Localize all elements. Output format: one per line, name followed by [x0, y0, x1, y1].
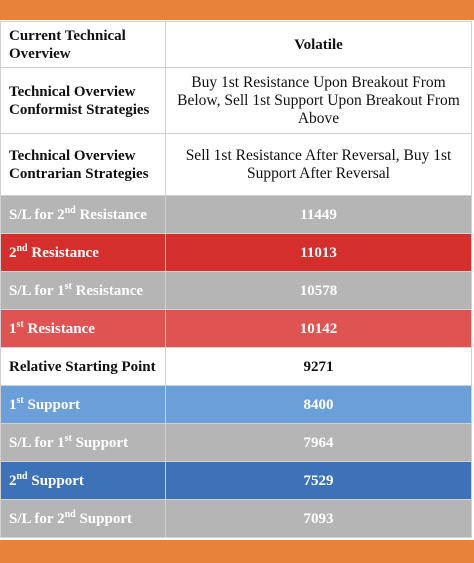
- label-superscript: nd: [64, 204, 76, 216]
- row-value: 10142: [165, 309, 472, 348]
- label-text: 2: [9, 472, 17, 489]
- value-text: 8400: [303, 396, 334, 413]
- row-value: 7529: [165, 461, 472, 500]
- row-label: 2nd Resistance: [0, 233, 166, 272]
- label-text: Relative Starting Point: [9, 358, 156, 375]
- value-text: 10578: [299, 282, 338, 299]
- row-label: 2nd Support: [0, 461, 166, 500]
- label-text: Technical Overview Conformist Strategies: [9, 83, 150, 118]
- overview-table: Current Technical Overview Volatile Techni…: [0, 21, 472, 538]
- row-label: S/L for 1st Resistance: [0, 271, 166, 310]
- row-label: Relative Starting Point: [0, 347, 166, 386]
- label-text: Resistance: [27, 244, 99, 261]
- row-value: Buy 1st Resistance Upon Breakout From Be…: [165, 67, 472, 134]
- label-text: Current Technical Overview: [9, 27, 126, 62]
- label-text: Technical Overview Contrarian Strategies: [9, 147, 149, 182]
- row-label: S/L for 1st Support: [0, 423, 166, 462]
- value-text: 9271: [303, 358, 334, 375]
- row-label: 1st Resistance: [0, 309, 166, 348]
- label-text: 1: [9, 320, 17, 337]
- label-text: S/L for 2: [9, 510, 65, 527]
- row-value: 9271: [165, 347, 472, 386]
- row-value: 8400: [165, 385, 472, 424]
- value-text: Volatile: [294, 36, 343, 53]
- label-text: 2: [9, 244, 17, 261]
- label-superscript: st: [64, 432, 72, 444]
- table-row: S/L for 1st Resistance 10578: [0, 271, 472, 310]
- label-text: Resistance: [75, 206, 147, 223]
- table-row: 1st Resistance 10142: [0, 309, 472, 348]
- value-text: 11013: [300, 244, 337, 261]
- label-text: S/L for 1: [9, 434, 65, 451]
- value-text: Sell 1st Resistance After Reversal, Buy …: [185, 146, 452, 182]
- table-row: Relative Starting Point 9271: [0, 347, 472, 386]
- value-text: 7529: [303, 472, 334, 489]
- table-row: 1st Support 8400: [0, 385, 472, 424]
- table-row: Technical Overview Contrarian Strategies…: [0, 133, 472, 196]
- label-superscript: st: [16, 318, 24, 330]
- table-row: S/L for 1st Support 7964: [0, 423, 472, 462]
- table-row: Current Technical Overview Volatile: [0, 21, 472, 68]
- row-label: Technical Overview Contrarian Strategies: [0, 133, 166, 196]
- label-superscript: nd: [64, 508, 76, 520]
- label-superscript: st: [64, 280, 72, 292]
- value-text: 7964: [303, 434, 334, 451]
- row-value: 7964: [165, 423, 472, 462]
- row-label: Technical Overview Conformist Strategies: [0, 67, 166, 134]
- value-text: 11449: [300, 206, 337, 223]
- table-row: 2nd Resistance 11013: [0, 233, 472, 272]
- row-value: 11013: [165, 233, 472, 272]
- row-value: 10578: [165, 271, 472, 310]
- row-label: S/L for 2nd Support: [0, 499, 166, 538]
- label-text: S/L for 2: [9, 206, 65, 223]
- label-text: 1: [9, 396, 17, 413]
- top-band: [0, 0, 474, 20]
- label-text: Support: [71, 434, 129, 451]
- value-text: Buy 1st Resistance Upon Breakout From Be…: [177, 73, 460, 127]
- row-value: Sell 1st Resistance After Reversal, Buy …: [165, 133, 472, 196]
- row-label: S/L for 2nd Resistance: [0, 195, 166, 234]
- bottom-band: [0, 540, 474, 563]
- table-row: Technical Overview Conformist Strategies…: [0, 67, 472, 134]
- label-superscript: nd: [16, 470, 28, 482]
- row-label: Current Technical Overview: [0, 21, 166, 68]
- row-value: 11449: [165, 195, 472, 234]
- value-text: 10142: [299, 320, 338, 337]
- label-superscript: nd: [16, 242, 28, 254]
- label-text: S/L for 1: [9, 282, 65, 299]
- label-text: Resistance: [23, 320, 95, 337]
- label-text: Support: [27, 472, 84, 489]
- label-text: Support: [23, 396, 81, 413]
- table-row: S/L for 2nd Resistance 11449: [0, 195, 472, 234]
- label-superscript: st: [16, 394, 24, 406]
- label-text: Resistance: [71, 282, 144, 299]
- table-row: S/L for 2nd Support 7093: [0, 499, 472, 538]
- label-text: Support: [75, 510, 132, 527]
- table-body: Current Technical Overview Volatile Techni…: [0, 21, 472, 538]
- row-value: Volatile: [165, 21, 472, 68]
- row-value: 7093: [165, 499, 472, 538]
- row-label: 1st Support: [0, 385, 166, 424]
- value-text: 7093: [303, 510, 334, 527]
- table-row: 2nd Support 7529: [0, 461, 472, 500]
